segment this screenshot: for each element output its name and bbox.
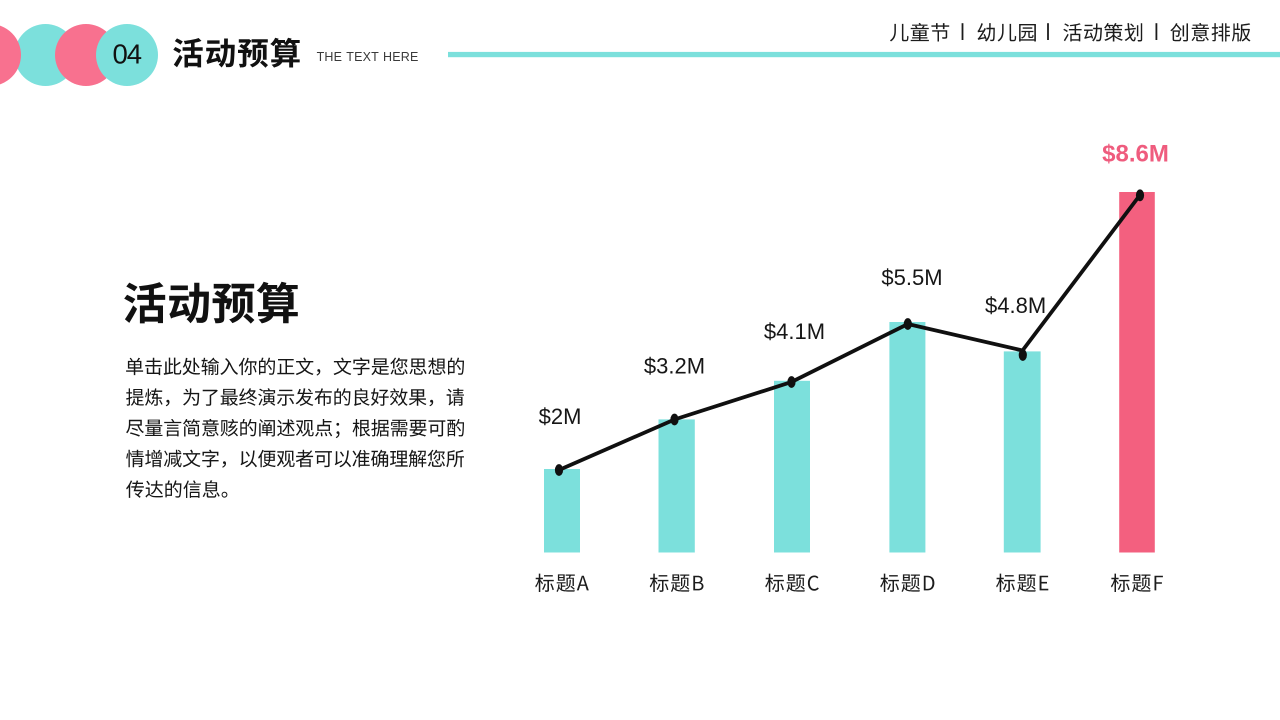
svg-text:$2M: $2M — [539, 404, 582, 429]
svg-text:04: 04 — [113, 39, 142, 70]
svg-text:$4.1M: $4.1M — [764, 319, 825, 344]
svg-text:$4.8M: $4.8M — [985, 293, 1046, 318]
svg-text:$3.2M: $3.2M — [644, 354, 705, 379]
svg-text:THE TEXT HERE: THE TEXT HERE — [317, 50, 419, 64]
svg-text:$5.5M: $5.5M — [881, 265, 942, 290]
svg-text:$8.6M: $8.6M — [1102, 140, 1169, 167]
